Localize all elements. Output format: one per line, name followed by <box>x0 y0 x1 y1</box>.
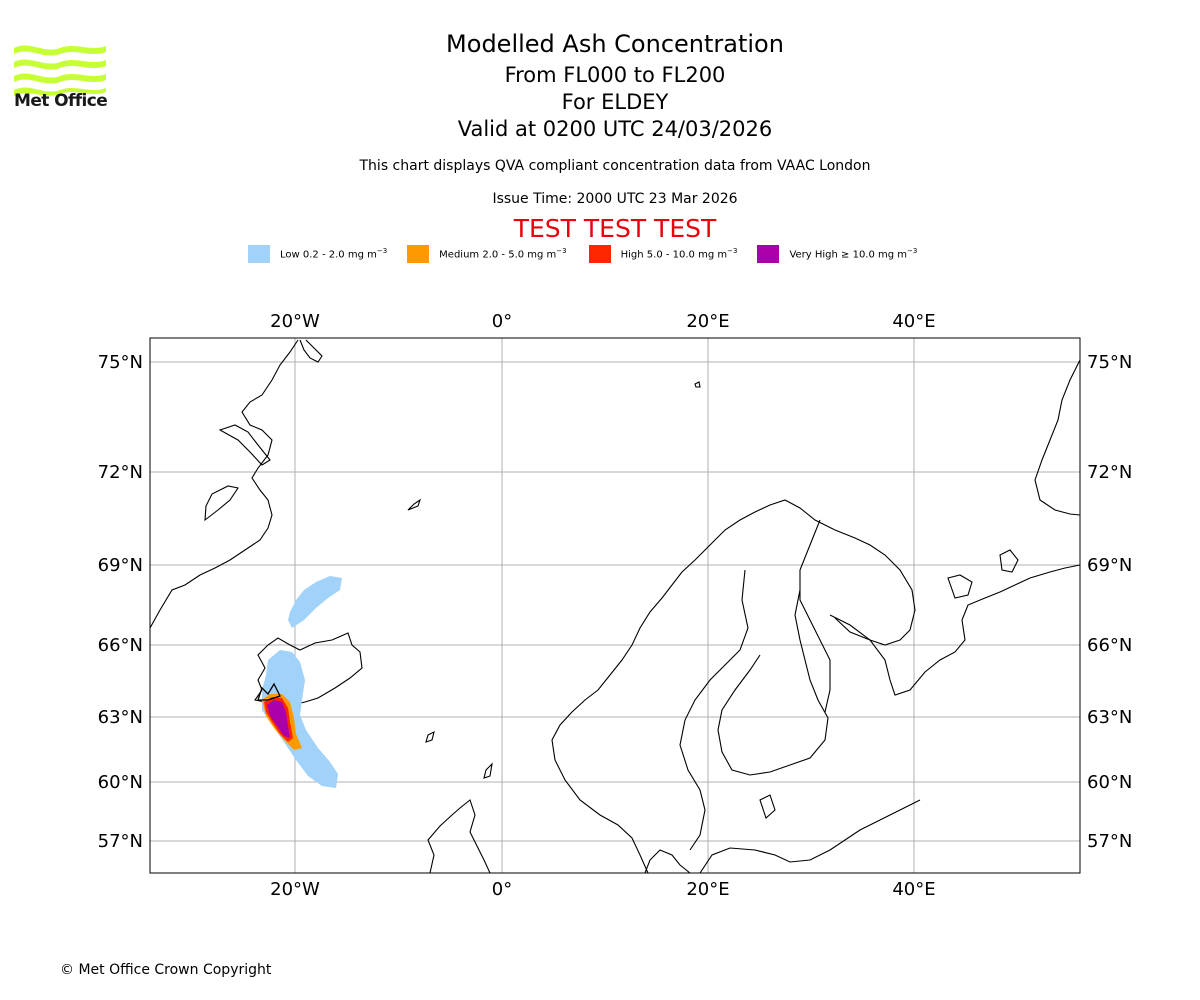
gridlines <box>150 338 1080 873</box>
shetland-islands <box>483 762 493 779</box>
lat-label-left-57n: 57°N <box>98 831 143 852</box>
denmark-coast <box>644 849 691 873</box>
map-frame <box>149 337 1081 874</box>
lat-label-left-60n: 60°N <box>98 772 143 793</box>
scotland-coast <box>427 799 491 873</box>
ash-plume <box>257 576 342 788</box>
valid-time: Valid at 0200 UTC 24/03/2026 <box>457 117 773 141</box>
lon-label-top-20e: 20°E <box>686 311 729 332</box>
lon-label-bottom-20e: 20°E <box>686 879 729 900</box>
gulf-of-bothnia <box>717 589 829 776</box>
kolguyev-island <box>999 549 1019 573</box>
svalbard-north <box>299 339 323 363</box>
legend-label-low: Low 0.2 - 2.0 mg m−3 <box>280 247 388 261</box>
finland-russia-border <box>799 519 831 713</box>
greenland-coast <box>150 339 299 629</box>
lat-label-right-72n: 72°N <box>1087 462 1132 483</box>
lat-label-right-60n: 60°N <box>1087 772 1132 793</box>
ash-very-high <box>267 700 290 738</box>
lon-label-bottom-40e: 40°E <box>892 879 935 900</box>
test-banner: TEST TEST TEST <box>513 214 717 243</box>
lat-label-right-63n: 63°N <box>1087 707 1132 728</box>
sweden-finland-border <box>679 569 749 851</box>
white-sea-coast <box>829 564 1080 696</box>
lon-label-top-40e: 40°E <box>892 311 935 332</box>
chart-subtitle: This chart displays QVA compliant concen… <box>359 158 871 174</box>
legend-swatch-very-high <box>757 245 780 263</box>
novaya-zemlya <box>1034 359 1080 516</box>
issue-time: Issue Time: 2000 UTC 23 Mar 2026 <box>492 191 738 207</box>
lat-label-right-69n: 69°N <box>1087 555 1132 576</box>
lat-label-right-57n: 57°N <box>1087 831 1132 852</box>
legend-item-low: Low 0.2 - 2.0 mg m−3 <box>248 245 387 263</box>
lat-label-right-66n: 66°N <box>1087 635 1132 656</box>
legend-item-medium: Medium 2.0 - 5.0 mg m−3 <box>407 245 567 263</box>
greenland-fjord-1 <box>204 485 239 522</box>
legend-label-very-high: Very High ≥ 10.0 mg m−3 <box>789 247 918 261</box>
jan-mayen <box>407 498 422 511</box>
lon-label-top-0: 0° <box>492 311 512 332</box>
lat-label-left-75n: 75°N <box>98 352 143 373</box>
legend-item-high: High 5.0 - 10.0 mg m−3 <box>588 245 738 263</box>
legend-label-high: High 5.0 - 10.0 mg m−3 <box>620 247 738 261</box>
greenland-fjord-2 <box>218 424 271 466</box>
legend-swatch-medium <box>407 245 430 263</box>
faroe-islands <box>425 730 435 743</box>
legend-swatch-low <box>248 245 270 263</box>
baltic-coast <box>699 799 921 873</box>
ash-low-plume <box>262 650 338 788</box>
legend: Low 0.2 - 2.0 mg m−3 Medium 2.0 - 5.0 mg… <box>248 244 917 264</box>
chart-title: Modelled Ash Concentration <box>446 30 784 58</box>
lat-label-left-66n: 66°N <box>98 635 143 656</box>
lat-label-left-63n: 63°N <box>98 707 143 728</box>
ash-low-band-north <box>288 576 342 628</box>
lat-label-right-75n: 75°N <box>1087 352 1132 373</box>
norway-south-coast <box>554 759 649 873</box>
met-office-logo <box>14 45 106 96</box>
flight-levels: From FL000 to FL200 <box>504 63 726 87</box>
lat-label-left-69n: 69°N <box>98 555 143 576</box>
volcano-marker <box>257 682 281 701</box>
lon-label-top-20w: 20°W <box>270 311 320 332</box>
legend-item-very-high: Very High ≥ 10.0 mg m−3 <box>757 245 917 263</box>
copyright: © Met Office Crown Copyright <box>60 962 272 978</box>
svalbard-bear-island <box>694 381 701 388</box>
legend-label-medium: Medium 2.0 - 5.0 mg m−3 <box>439 247 567 261</box>
volcano-name: For ELDEY <box>561 90 669 114</box>
lon-label-bottom-0: 0° <box>492 879 512 900</box>
gotland <box>759 794 776 819</box>
logo-text: Met Office <box>14 91 108 111</box>
legend-swatch-high <box>588 245 611 263</box>
lon-label-bottom-20w: 20°W <box>270 879 320 900</box>
lat-label-left-72n: 72°N <box>98 462 143 483</box>
kanin-peninsula <box>947 574 973 599</box>
scandinavia-coast <box>551 499 916 761</box>
